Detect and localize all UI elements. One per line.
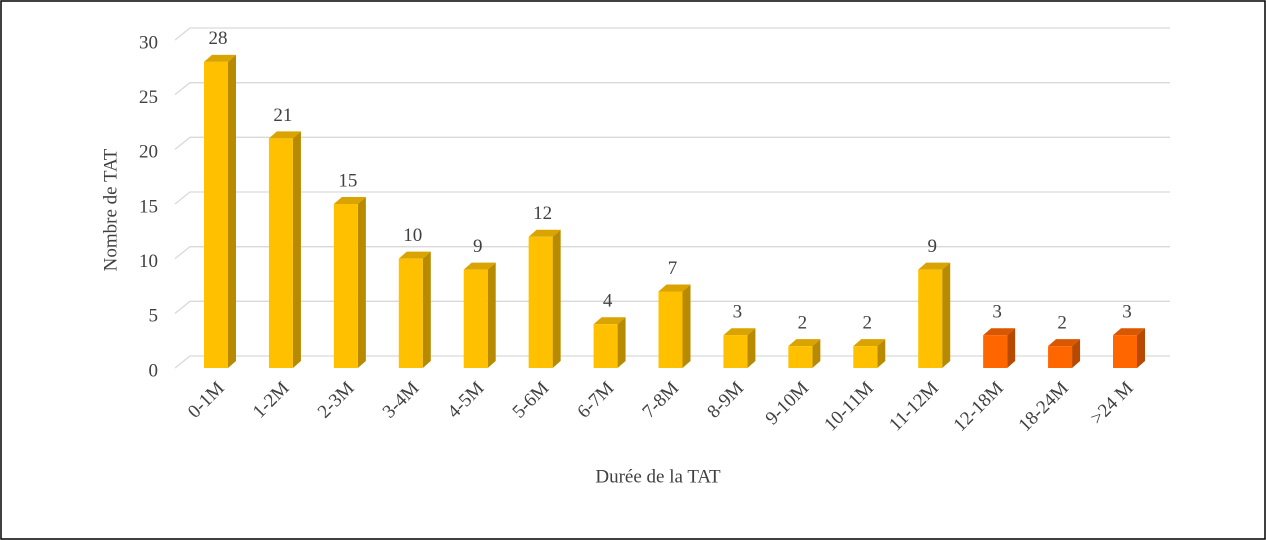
grid-line: [174, 136, 1170, 150]
y-tick-label: 0: [149, 360, 159, 381]
bar: [1113, 328, 1145, 368]
bar-face: [333, 204, 358, 368]
bar: [463, 262, 496, 368]
bar-face: [788, 346, 813, 368]
value-label: 4: [603, 291, 613, 312]
bar: [1048, 339, 1081, 368]
value-label: 2: [863, 312, 873, 333]
bar: [918, 262, 951, 368]
bar-face: [1113, 335, 1137, 368]
value-label: 21: [273, 105, 292, 126]
bar-face: [292, 131, 301, 368]
bar-face: [853, 339, 886, 347]
bar-face: [487, 262, 496, 368]
bar-face: [528, 229, 561, 237]
bar-face: [204, 54, 236, 62]
bar-face: [1113, 328, 1145, 336]
value-label: 2: [1057, 312, 1067, 333]
bar: [723, 328, 756, 368]
bar-face: [617, 317, 626, 368]
value-label: 3: [733, 302, 743, 323]
bar-face: [723, 335, 748, 368]
bar-face: [747, 328, 756, 368]
bar-face: [918, 262, 951, 270]
bar-face: [398, 258, 423, 368]
bar: [593, 317, 626, 368]
bar: [983, 328, 1016, 368]
bar-face: [463, 262, 496, 270]
bar-face: [918, 269, 943, 368]
bar-face: [333, 197, 366, 204]
bar: [853, 339, 886, 368]
bar-face: [1072, 339, 1081, 368]
bar-face: [853, 346, 878, 368]
grid-line: [174, 355, 1170, 369]
bar-face: [658, 291, 683, 368]
bar: [204, 54, 236, 368]
grid-line: [174, 27, 1170, 41]
bar-face: [398, 251, 431, 259]
bar-face: [1137, 328, 1145, 368]
y-tick-label: 30: [139, 32, 158, 53]
value-label: 3: [992, 302, 1002, 323]
bar: [268, 131, 301, 368]
bar-face: [1007, 328, 1016, 368]
bar-face: [723, 328, 756, 336]
value-label: 28: [209, 28, 228, 49]
value-label: 12: [533, 203, 552, 224]
bar: [658, 284, 691, 368]
value-label: 3: [1122, 302, 1132, 323]
bar: [398, 251, 431, 368]
value-label: 7: [668, 258, 678, 279]
bar-face: [228, 54, 236, 368]
bar-face: [983, 335, 1008, 368]
bar-face: [788, 339, 821, 347]
bar-face: [463, 269, 488, 368]
bar-face: [682, 284, 691, 368]
bar-face: [204, 61, 228, 368]
bar: [788, 339, 821, 368]
bar-face: [1048, 346, 1073, 368]
bar-face: [528, 236, 553, 368]
bar-face: [268, 131, 301, 139]
bar-face: [1048, 339, 1081, 347]
grid-line: [174, 246, 1170, 260]
grid-line: [174, 191, 1170, 205]
bar-face: [552, 229, 561, 368]
bar: [528, 229, 561, 368]
value-label: 2: [798, 312, 808, 333]
bar-face: [942, 262, 951, 368]
y-tick-label: 10: [139, 251, 158, 272]
y-axis-label: Nombre de TAT: [100, 148, 121, 271]
value-label: 9: [473, 236, 483, 257]
bar-face: [812, 339, 821, 368]
grid-line: [174, 82, 1170, 96]
bar-face: [983, 328, 1016, 336]
value-label: 15: [338, 170, 357, 191]
bar: [333, 197, 366, 368]
bar-face: [877, 339, 886, 368]
value-label: 9: [927, 236, 937, 257]
bar-face: [658, 284, 691, 292]
y-tick-label: 25: [139, 87, 158, 108]
bar-face: [268, 138, 293, 368]
grid-line: [174, 300, 1170, 314]
bar-face: [357, 197, 366, 368]
x-axis-label: Durée de la TAT: [595, 466, 721, 487]
y-tick-label: 20: [139, 142, 158, 163]
value-label: 10: [403, 225, 422, 246]
bar-face: [422, 251, 431, 368]
bar-face: [593, 317, 626, 325]
bar-face: [593, 324, 618, 368]
y-tick-label: 15: [139, 196, 158, 217]
y-tick-label: 5: [149, 306, 159, 327]
